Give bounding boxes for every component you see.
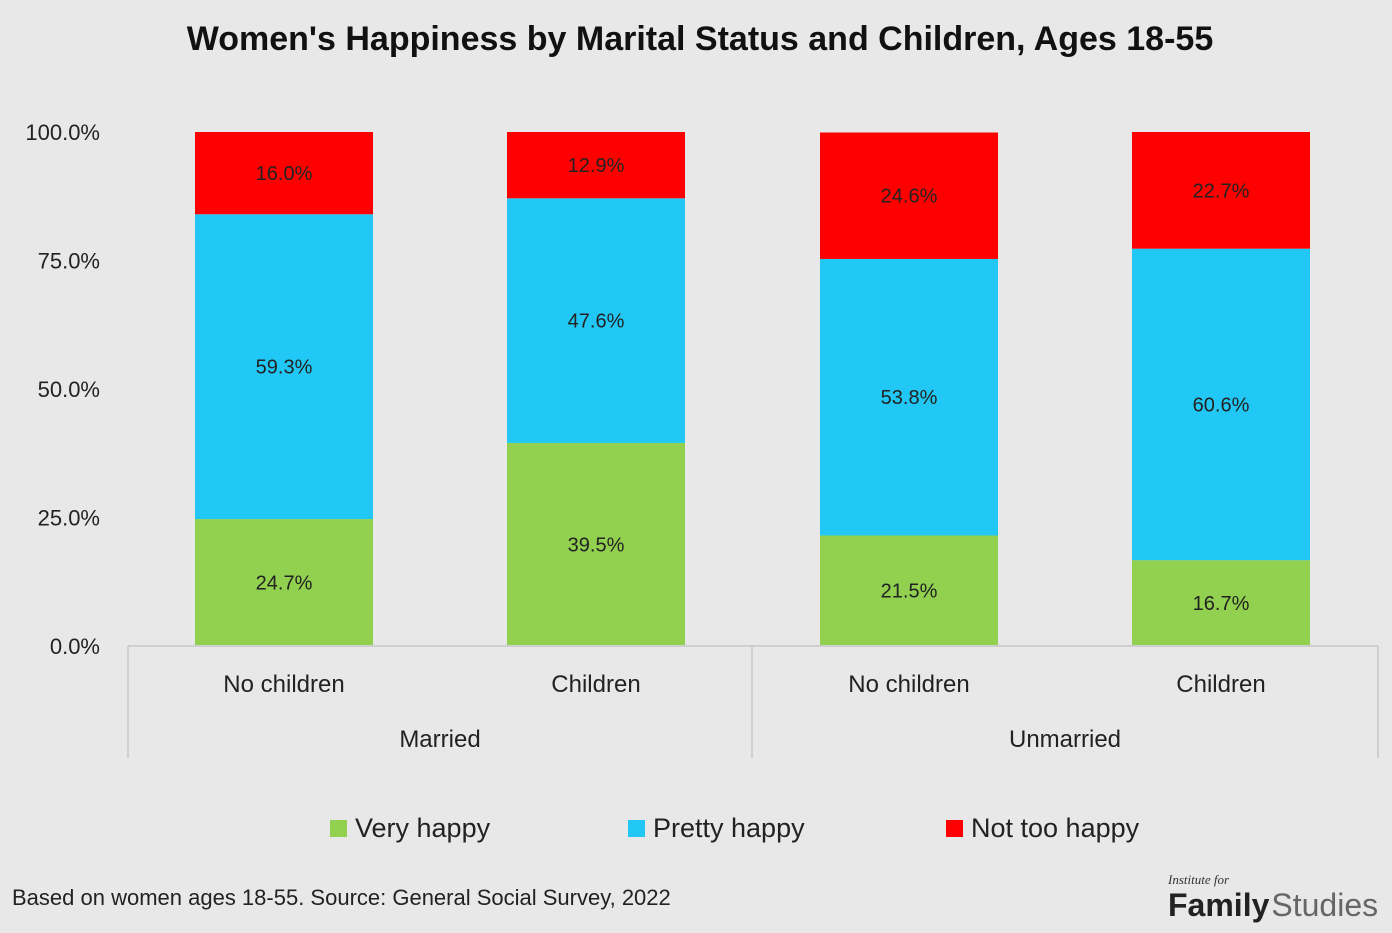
data-label: 59.3%	[256, 357, 313, 379]
bar-segment	[820, 535, 998, 646]
group-label: Unmarried	[1009, 726, 1121, 753]
bar-segment	[1132, 248, 1310, 561]
data-label: 22.7%	[1193, 180, 1250, 202]
legend-label: Very happy	[355, 813, 491, 843]
x-tick-label: No children	[223, 671, 344, 698]
logo-institute-text: Institute for	[1167, 872, 1230, 887]
legend: Very happy Pretty happy Not too happy	[330, 813, 1140, 843]
bar-segment	[195, 132, 373, 215]
data-label: 16.0%	[256, 163, 313, 185]
data-label: 47.6%	[568, 311, 625, 333]
chart-title: Women's Happiness by Marital Status and …	[187, 20, 1213, 58]
data-label: 24.7%	[256, 573, 313, 595]
data-label: 12.9%	[568, 155, 625, 177]
data-label: 16.7%	[1193, 593, 1250, 615]
logo-light-text: Studies	[1271, 887, 1378, 923]
group-label: Married	[399, 726, 480, 753]
bar-segment	[1132, 560, 1310, 646]
legend-swatch	[628, 820, 645, 837]
bar-segment	[507, 198, 685, 443]
legend-swatch	[946, 820, 963, 837]
bars: 24.7% 59.3% 16.0% 39.5% 47.6% 12.9% 21.5% 53.8%…	[195, 132, 1310, 646]
data-label: 24.6%	[881, 186, 938, 208]
x-tick-label: Children	[1176, 671, 1265, 698]
y-axis: 0.0% 25.0% 50.0% 75.0% 100.0%	[25, 120, 100, 659]
data-label: 21.5%	[881, 581, 938, 603]
y-tick-label: 25.0%	[38, 506, 100, 531]
bar-segment	[507, 132, 685, 199]
bar-segment	[820, 258, 998, 536]
bar-segment	[507, 442, 685, 646]
legend-label: Not too happy	[971, 813, 1140, 843]
x-tick-label: No children	[848, 671, 969, 698]
data-label: 60.6%	[1193, 394, 1250, 416]
y-tick-label: 0.0%	[50, 634, 100, 659]
legend-label: Pretty happy	[653, 813, 805, 843]
bar-segment	[195, 519, 373, 646]
y-tick-label: 50.0%	[38, 377, 100, 402]
x-tick-label: Children	[551, 671, 640, 698]
bar-segment	[820, 132, 998, 259]
y-tick-label: 100.0%	[25, 120, 100, 145]
x-axis: No children Children No children Children Ma…	[127, 645, 1379, 758]
data-label: 39.5%	[568, 534, 625, 556]
y-tick-label: 75.0%	[38, 249, 100, 274]
logo-bold-text: Family	[1168, 887, 1270, 923]
logo-wordmark: FamilyStudies	[1168, 887, 1378, 923]
bar-segment	[1132, 132, 1310, 249]
data-label: 53.8%	[881, 387, 938, 409]
source-note: Based on women ages 18-55. Source: Gener…	[12, 885, 671, 910]
bar-segment	[195, 214, 373, 520]
logo: Institute for FamilyStudies	[1167, 872, 1378, 923]
legend-swatch	[330, 820, 347, 837]
